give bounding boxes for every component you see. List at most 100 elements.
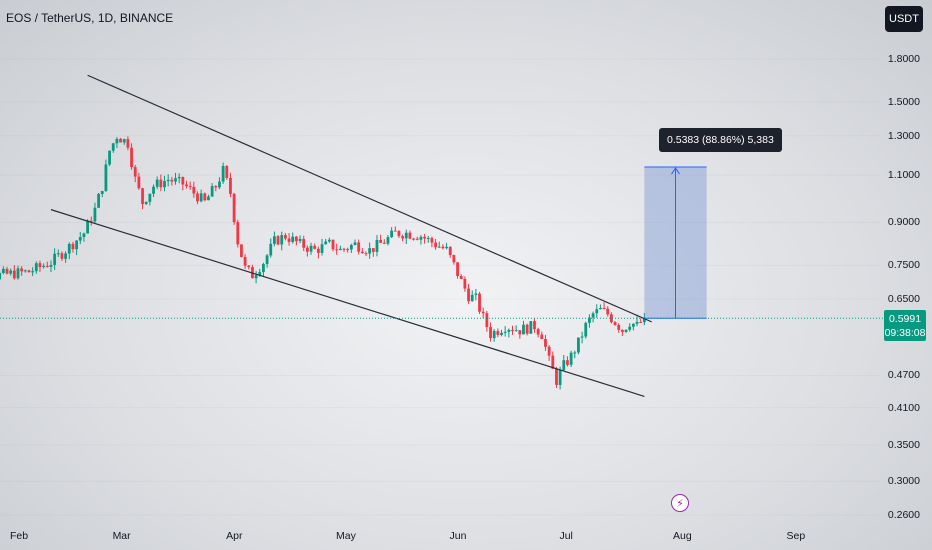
candle-body (243, 256, 247, 266)
candle-body (500, 332, 503, 335)
candle-body (111, 143, 115, 151)
candle-body (419, 236, 423, 240)
candle-body (599, 307, 602, 310)
current-price-value: 0.5991 (888, 312, 922, 325)
channel-trendline[interactable] (50, 209, 645, 398)
candle-body (115, 138, 119, 144)
projection-layer[interactable] (644, 166, 707, 319)
candle-body (555, 368, 558, 385)
candle-body (276, 236, 280, 245)
channel-trendline[interactable] (87, 74, 652, 323)
candle-body (401, 236, 405, 239)
candle-body (617, 324, 621, 330)
candle-body (335, 249, 339, 251)
candle-body (166, 179, 170, 182)
candle-body (437, 246, 441, 248)
candle-body (430, 238, 434, 243)
price-tick-label: 0.9000 (887, 216, 920, 229)
candle-body (23, 270, 27, 272)
candle-body (459, 276, 463, 279)
candle-body (353, 242, 357, 245)
candle-body (89, 220, 93, 222)
candle-body (375, 240, 379, 252)
candle-body (474, 293, 478, 295)
current-price-badge: 0.5991 09:38:08 (884, 310, 926, 341)
candle-body (368, 248, 372, 254)
candle-body (218, 181, 221, 188)
candle-body (122, 139, 126, 143)
candle-body (525, 324, 529, 334)
candle-body (291, 236, 295, 242)
candle-body (203, 193, 207, 201)
price-tick-label: 0.7500 (887, 259, 920, 272)
candle-body (298, 238, 302, 242)
candle-body (338, 248, 342, 250)
candle-body (470, 294, 474, 302)
candle-body (78, 236, 82, 241)
candle-body (324, 241, 328, 245)
candle-body (38, 263, 42, 268)
candle-body (174, 178, 177, 182)
candle-body (580, 336, 584, 338)
candle-body (214, 186, 218, 188)
candle-body (577, 337, 580, 353)
candle-body (606, 308, 610, 315)
candle-body (196, 193, 199, 202)
candle-body (631, 323, 635, 327)
candle-body (159, 179, 163, 188)
candle-body (31, 271, 35, 273)
candle-body (467, 288, 470, 302)
candle-body (397, 230, 401, 237)
candle-body (64, 253, 68, 259)
candle-body (445, 246, 448, 249)
lightning-icon[interactable]: ⚡ (671, 494, 689, 512)
candle-body (229, 177, 232, 194)
candle-body (313, 245, 317, 249)
candle-body (49, 264, 53, 267)
candle-body (93, 207, 97, 222)
candle-body (448, 246, 452, 256)
candle-body (309, 245, 313, 252)
candle-body (1, 268, 5, 273)
candle-body (547, 346, 551, 356)
channel-layer[interactable] (50, 74, 652, 398)
candle-body (591, 313, 595, 318)
candle-body (181, 176, 185, 185)
candle-body (188, 186, 192, 188)
candle-body (45, 265, 49, 267)
candle-body (97, 193, 100, 208)
candle-body (624, 329, 628, 332)
candle-body (20, 268, 24, 272)
candle-body (566, 360, 569, 365)
candle-body (386, 237, 390, 244)
candle-body (294, 236, 298, 242)
currency-button[interactable]: USDT (885, 6, 923, 32)
candle-body (382, 242, 386, 244)
candle-body (492, 331, 496, 339)
candle-body (126, 139, 130, 148)
candle-body (104, 164, 108, 192)
candle-body (536, 329, 540, 335)
candle-body (412, 238, 416, 240)
candle-body (628, 326, 632, 330)
price-tick-label: 0.6500 (887, 293, 920, 306)
candle-body (56, 253, 60, 255)
candle-body (108, 150, 111, 165)
candle-body (100, 191, 104, 194)
candle-body (481, 311, 485, 314)
candle-body (588, 317, 591, 323)
candle-body (71, 243, 75, 250)
price-tick-label: 0.3000 (887, 475, 920, 488)
candle-body (240, 244, 243, 257)
candle-body (273, 236, 276, 244)
candle-body (518, 330, 522, 335)
candle-body (144, 201, 148, 204)
date-tick-label: Jun (449, 530, 467, 542)
candle-body (283, 235, 287, 239)
candle-body (511, 329, 514, 332)
candle-body (82, 233, 86, 237)
candle-body (408, 232, 412, 239)
date-tick-label: Aug (673, 530, 692, 542)
candle-body (595, 309, 599, 314)
